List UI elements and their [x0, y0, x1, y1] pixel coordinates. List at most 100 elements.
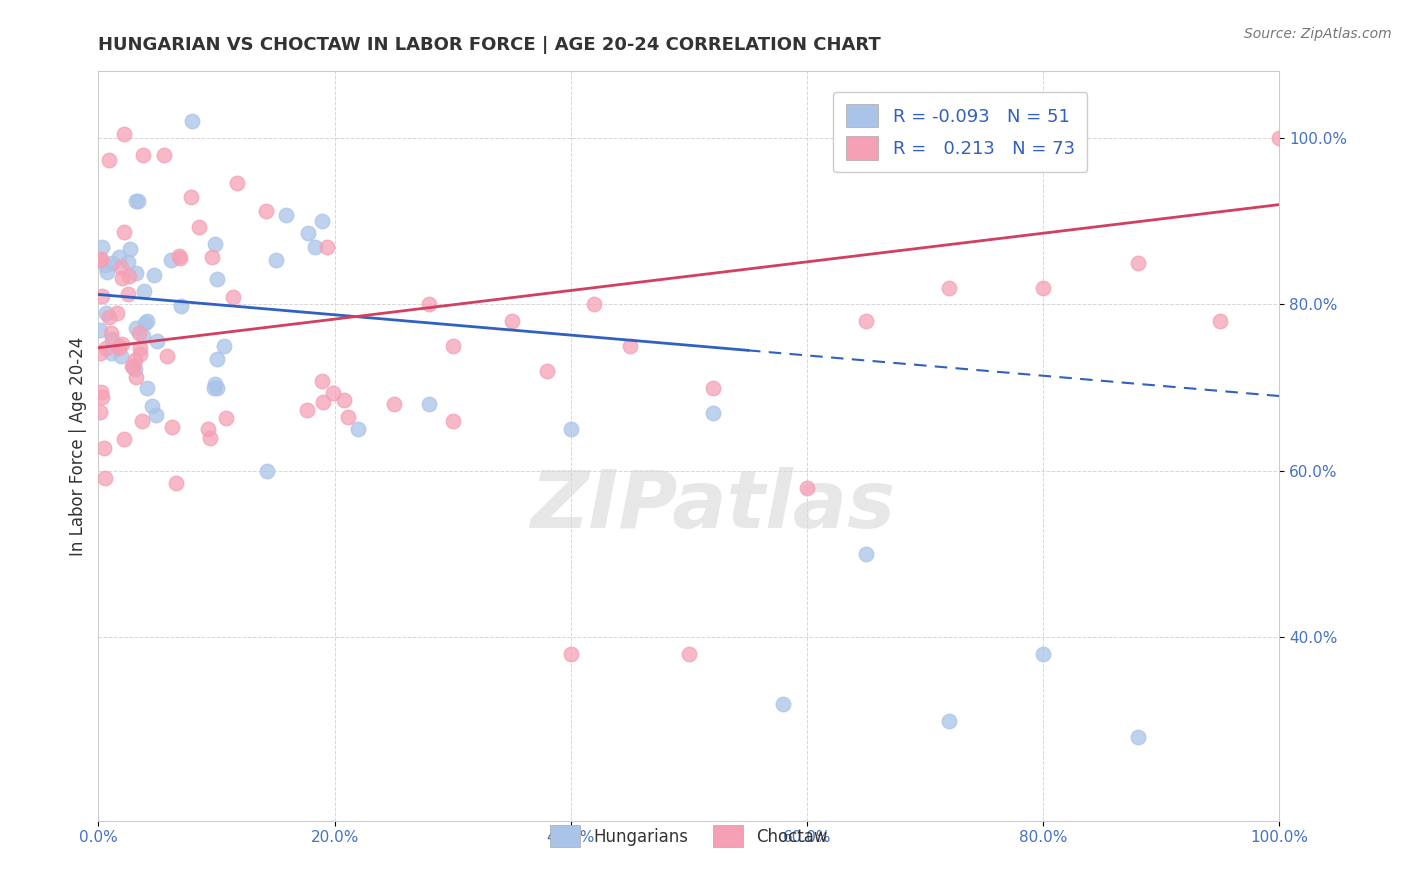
Point	[201, 251, 224, 265]
Point	[215, 411, 238, 425]
Point	[772, 697, 794, 711]
Point	[181, 114, 204, 128]
Point	[226, 176, 249, 190]
Text: ZIPatlas: ZIPatlas	[530, 467, 896, 545]
Point	[204, 237, 226, 252]
Point	[855, 314, 877, 328]
Point	[125, 194, 148, 209]
Point	[536, 364, 558, 378]
Point	[160, 420, 183, 434]
Point	[128, 347, 150, 361]
Point	[165, 476, 187, 491]
Point	[311, 214, 333, 228]
Point	[274, 208, 297, 222]
Point	[96, 265, 118, 279]
Point	[560, 422, 582, 436]
Point	[89, 323, 111, 337]
Point	[93, 441, 115, 455]
Point	[111, 271, 134, 285]
Point	[204, 377, 226, 392]
Point	[91, 289, 114, 303]
Point	[169, 251, 191, 265]
Point	[256, 464, 278, 478]
Point	[100, 326, 122, 340]
Legend: Hungarians, Choctaw: Hungarians, Choctaw	[543, 819, 835, 854]
Point	[89, 346, 111, 360]
Point	[136, 381, 159, 395]
Point	[197, 422, 219, 436]
Point	[132, 329, 155, 343]
Point	[89, 405, 111, 419]
Point	[110, 260, 132, 274]
Text: Source: ZipAtlas.com: Source: ZipAtlas.com	[1244, 27, 1392, 41]
Point	[254, 203, 277, 218]
Point	[141, 399, 163, 413]
Point	[127, 194, 149, 208]
Point	[108, 339, 131, 353]
Point	[560, 647, 582, 661]
Point	[312, 395, 335, 409]
Point	[132, 284, 155, 298]
Point	[198, 431, 221, 445]
Point	[131, 414, 153, 428]
Point	[938, 281, 960, 295]
Point	[205, 381, 228, 395]
Point	[169, 249, 191, 263]
Point	[855, 547, 877, 561]
Text: HUNGARIAN VS CHOCTAW IN LABOR FORCE | AGE 20-24 CORRELATION CHART: HUNGARIAN VS CHOCTAW IN LABOR FORCE | AG…	[98, 36, 882, 54]
Point	[117, 287, 139, 301]
Point	[441, 339, 464, 353]
Point	[122, 360, 145, 375]
Point	[112, 432, 135, 446]
Point	[347, 422, 370, 436]
Point	[418, 397, 440, 411]
Point	[619, 339, 641, 353]
Point	[796, 481, 818, 495]
Point	[112, 225, 135, 239]
Point	[125, 370, 148, 384]
Point	[297, 227, 319, 241]
Point	[702, 381, 724, 395]
Point	[108, 251, 131, 265]
Point	[156, 349, 179, 363]
Point	[97, 153, 120, 168]
Point	[110, 349, 132, 363]
Point	[304, 240, 326, 254]
Point	[146, 334, 169, 349]
Point	[111, 337, 134, 351]
Point	[142, 268, 165, 283]
Point	[214, 339, 236, 353]
Point	[418, 297, 440, 311]
Point	[205, 272, 228, 286]
Point	[333, 393, 356, 408]
Point	[311, 374, 333, 388]
Point	[501, 314, 523, 328]
Point	[1268, 131, 1291, 145]
Point	[337, 409, 360, 424]
Point	[264, 253, 287, 268]
Point	[136, 314, 159, 328]
Point	[322, 385, 344, 400]
Point	[118, 269, 141, 284]
Point	[98, 310, 121, 325]
Point	[1126, 731, 1149, 745]
Point	[1032, 281, 1054, 295]
Point	[145, 409, 167, 423]
Point	[1032, 647, 1054, 661]
Point	[124, 362, 146, 376]
Point	[316, 240, 339, 254]
Point	[112, 127, 135, 141]
Point	[202, 381, 225, 395]
Point	[222, 290, 245, 304]
Point	[1126, 256, 1149, 270]
Point	[94, 306, 117, 320]
Point	[188, 220, 211, 235]
Point	[90, 384, 112, 399]
Point	[207, 351, 229, 366]
Point	[1209, 314, 1232, 328]
Point	[134, 317, 156, 331]
Point	[702, 406, 724, 420]
Point	[89, 252, 111, 267]
Point	[117, 255, 139, 269]
Point	[938, 714, 960, 728]
